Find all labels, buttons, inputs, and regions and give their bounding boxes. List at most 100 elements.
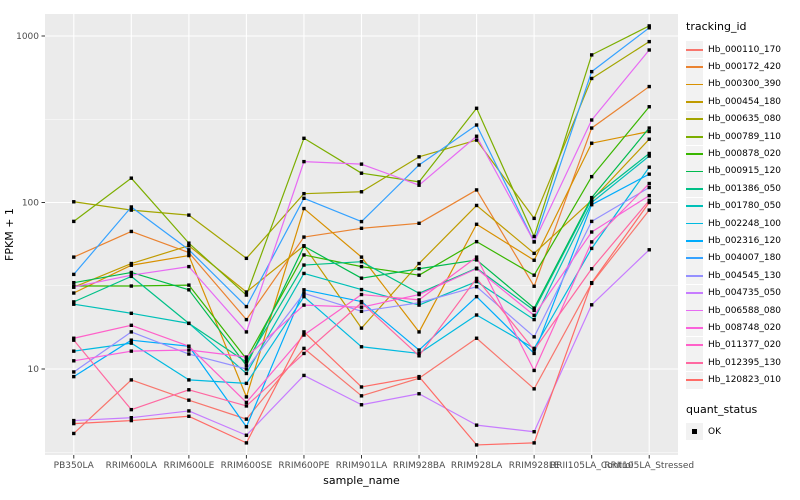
- data-point: [244, 433, 249, 437]
- legend-item-label: Hb_000789_110: [708, 131, 782, 142]
- data-point: [417, 163, 421, 167]
- data-point: [589, 280, 594, 285]
- data-point: [302, 333, 306, 337]
- data-point: [589, 246, 594, 251]
- data-point: [129, 338, 134, 342]
- legend-item: Hb_000300_390: [686, 75, 798, 93]
- data-point: [647, 24, 651, 28]
- legend-swatch-line: [686, 118, 703, 121]
- data-point: [187, 253, 191, 258]
- legend-swatch-line: [686, 240, 703, 242]
- data-point: [302, 159, 306, 164]
- data-point: [532, 387, 536, 391]
- legend-key: [686, 302, 703, 320]
- legend-item: Hb_120823_010: [686, 371, 798, 389]
- data-point: [187, 264, 191, 269]
- data-point: [417, 348, 421, 352]
- data-point: [359, 260, 364, 264]
- data-point: [532, 335, 536, 339]
- data-point: [359, 403, 364, 407]
- data-point: [187, 248, 191, 252]
- x-tick-label: RRIM928LE: [509, 461, 560, 471]
- data-point: [474, 276, 479, 281]
- data-point: [417, 292, 421, 297]
- data-point: [129, 415, 134, 420]
- legend-swatch-line: [686, 274, 703, 277]
- data-point: [359, 385, 364, 389]
- data-point: [187, 398, 191, 402]
- legend-key: [686, 371, 703, 389]
- legend-key: [686, 249, 703, 267]
- legend-item: Hb_001780_050: [686, 197, 798, 215]
- data-point: [187, 352, 191, 356]
- data-point: [647, 165, 651, 169]
- data-point: [359, 305, 364, 309]
- data-point: [647, 208, 651, 212]
- data-point: [129, 273, 134, 277]
- data-point: [72, 255, 76, 259]
- data-point: [532, 234, 536, 239]
- data-point: [72, 200, 76, 204]
- data-point: [187, 378, 191, 382]
- data-point: [417, 267, 421, 271]
- data-point: [244, 381, 249, 386]
- x-tick-label: RRII105LA_Stressed: [604, 461, 694, 471]
- data-point: [474, 123, 479, 127]
- data-point: [589, 197, 594, 201]
- data-point: [302, 346, 306, 351]
- data-point: [244, 371, 249, 376]
- legend-swatch-line: [686, 170, 703, 173]
- x-tick-label: RRIM928LA: [451, 461, 503, 471]
- data-point: [359, 255, 364, 259]
- data-point: [129, 270, 134, 275]
- data-point: [474, 258, 479, 262]
- data-point: [589, 303, 594, 307]
- data-point: [474, 313, 479, 317]
- data-point: [359, 292, 364, 297]
- data-point: [244, 330, 249, 334]
- data-point: [474, 203, 479, 208]
- legend-swatch-line: [686, 205, 703, 208]
- legend-items: Hb_000110_170 Hb_000172_420 Hb_000300_390 H…: [686, 41, 798, 389]
- data-point: [532, 273, 536, 277]
- legend-item: Hb_002316_120: [686, 232, 798, 250]
- data-point: [244, 417, 249, 421]
- data-point: [72, 349, 76, 353]
- data-point: [589, 230, 594, 234]
- data-point: [72, 291, 76, 295]
- data-point: [474, 222, 479, 226]
- data-point: [359, 264, 364, 269]
- data-point: [72, 285, 76, 289]
- data-point: [417, 330, 421, 334]
- x-tick-label: RRII105LA_Control: [550, 461, 633, 471]
- legend-item-label: Hb_011377_020: [708, 340, 782, 351]
- legend-item: Hb_004007_180: [686, 249, 798, 267]
- data-point: [647, 181, 651, 186]
- data-point: [302, 263, 306, 267]
- data-point: [302, 373, 306, 378]
- data-point: [359, 226, 364, 230]
- legend-item: Hb_006588_080: [686, 302, 798, 320]
- data-point: [532, 284, 536, 288]
- data-point: [647, 39, 651, 44]
- data-point: [72, 374, 76, 379]
- data-point: [359, 394, 364, 398]
- data-point: [417, 298, 421, 302]
- data-point: [244, 290, 249, 294]
- legend-key: [686, 319, 703, 337]
- x-tick-label: RRIM600LE: [163, 461, 214, 471]
- data-point: [647, 154, 651, 158]
- data-point: [244, 395, 249, 399]
- legend-key: [686, 423, 703, 440]
- legend-swatch-line: [686, 48, 703, 51]
- legend-item: Hb_000172_420: [686, 58, 798, 76]
- data-point: [302, 244, 306, 248]
- legend-key: [686, 232, 703, 250]
- legend-item: Hb_004735_050: [686, 284, 798, 302]
- data-point: [244, 367, 249, 371]
- data-point: [129, 229, 134, 234]
- data-point: [532, 351, 536, 356]
- y-tick-label: 100: [22, 199, 39, 209]
- data-point: [129, 349, 134, 353]
